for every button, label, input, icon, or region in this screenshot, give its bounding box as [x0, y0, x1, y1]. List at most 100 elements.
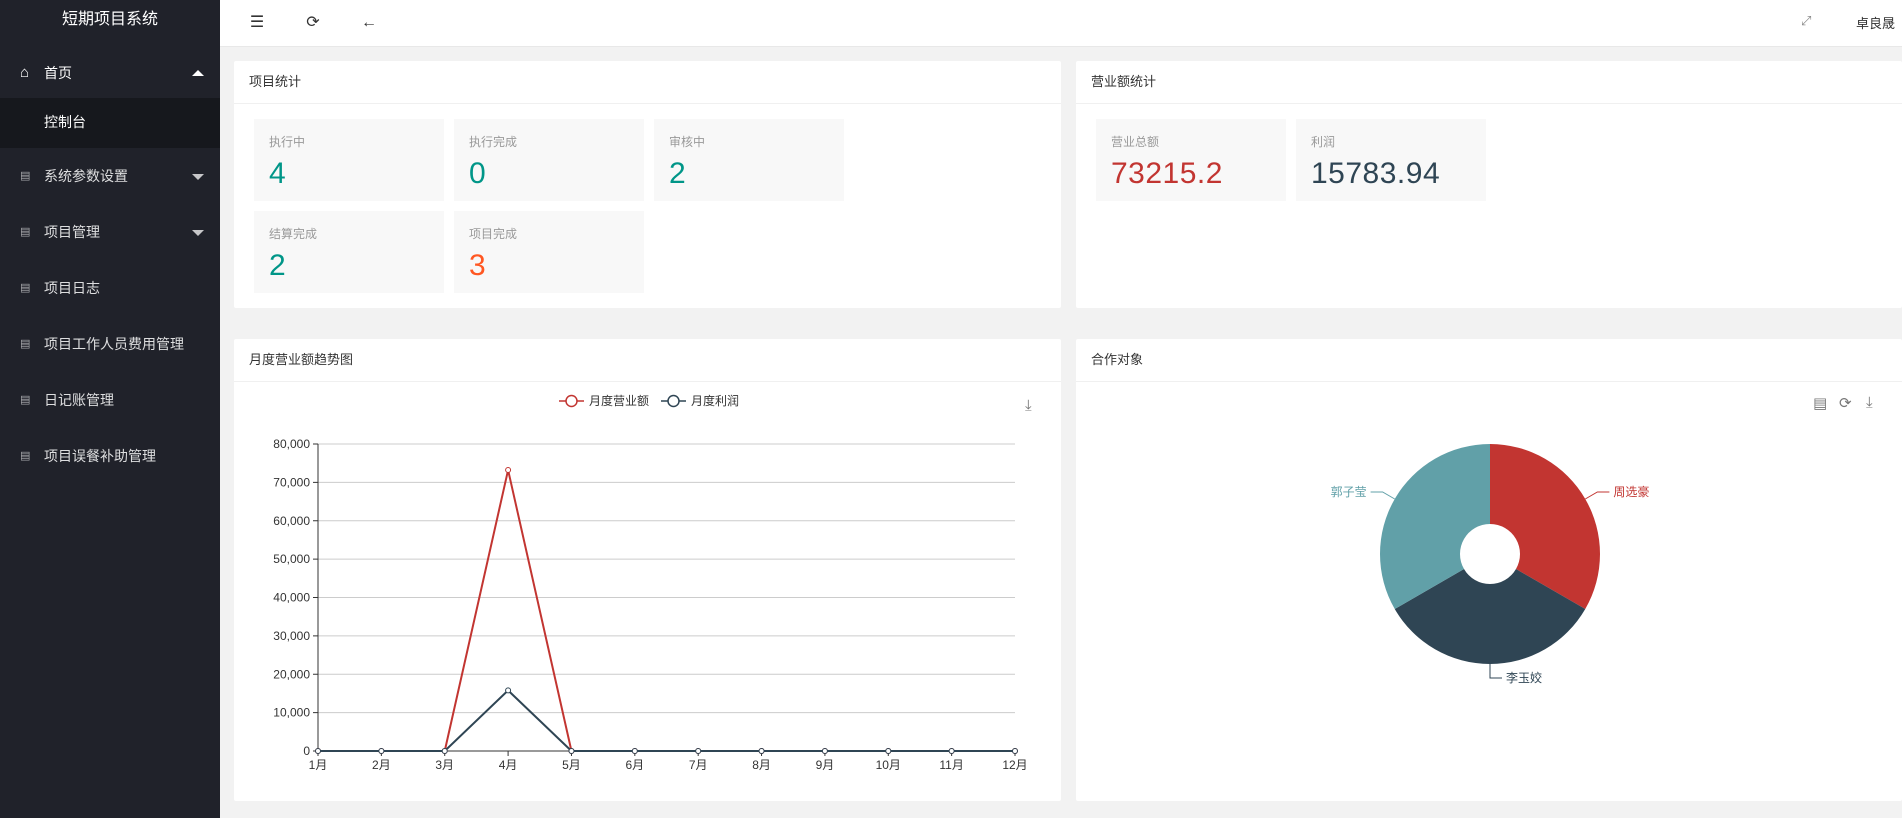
sidebar-item-label: 项目管理: [44, 224, 100, 240]
stat-label: 执行中: [269, 135, 306, 149]
app-title: 短期项目系统: [61, 11, 158, 28]
card-title: 项目统计: [234, 61, 1061, 104]
data-view-icon[interactable]: ▤: [1813, 395, 1828, 412]
x-tick-label: 12月: [1002, 758, 1027, 772]
x-tick-label: 4月: [499, 758, 518, 772]
stat-value: 2: [669, 157, 687, 190]
stat-value: 0: [469, 157, 487, 190]
data-point[interactable]: [885, 748, 892, 754]
sidebar-item-staff-cost[interactable]: ▤ 项目工作人员费用管理: [0, 316, 220, 372]
stat-value: 2: [269, 249, 287, 282]
stat-value: 4: [269, 157, 287, 190]
stat-label: 营业总额: [1111, 135, 1160, 149]
data-point[interactable]: [568, 748, 575, 754]
data-point[interactable]: [821, 748, 828, 754]
sidebar: 短期项目系统 ⌂ 首页 控制台 ▤ 系统参数设置 ▤ 项目管理 ▤ 项目日志 ▤…: [0, 0, 220, 818]
stat-label: 项目完成: [469, 227, 518, 241]
x-tick-label: 3月: [435, 758, 454, 772]
sidebar-item-system-params[interactable]: ▤ 系统参数设置: [0, 148, 220, 204]
x-tick-label: 7月: [689, 758, 708, 772]
top-header: ☰ ⟳ ← ⤢ 卓良晟: [220, 0, 1902, 47]
y-tick-label: 50,000: [273, 552, 310, 566]
stat-label: 利润: [1311, 135, 1336, 149]
stat-executing: 执行中 4: [254, 119, 444, 201]
menu-toggle-icon[interactable]: ☰: [249, 14, 265, 31]
x-tick-label: 10月: [876, 758, 901, 772]
chevron-down-icon: [192, 230, 204, 236]
card-title: 营业额统计: [1076, 61, 1902, 104]
doc-icon: ▤: [20, 394, 31, 406]
data-point[interactable]: [1012, 748, 1018, 754]
stat-executed: 执行完成 0: [454, 119, 644, 201]
doc-icon: ▤: [20, 338, 31, 350]
chevron-up-icon: [192, 70, 204, 76]
restore-icon[interactable]: ⟳: [1839, 395, 1852, 412]
user-name[interactable]: 卓良晟: [1856, 16, 1896, 31]
stat-value: 3: [469, 249, 487, 282]
data-point[interactable]: [505, 687, 512, 694]
legend-entry[interactable]: 月度营业额: [559, 393, 649, 408]
download-icon[interactable]: ⤓: [1866, 394, 1873, 411]
sidebar-item-journal[interactable]: ▤ 日记账管理: [0, 372, 220, 428]
data-point[interactable]: [505, 467, 512, 474]
refresh-icon[interactable]: ⟳: [306, 14, 320, 31]
x-tick-label: 2月: [372, 758, 391, 772]
data-point[interactable]: [631, 748, 638, 754]
fullscreen-icon[interactable]: ⤢: [1801, 13, 1812, 28]
sidebar-item-project-log[interactable]: ▤ 项目日志: [0, 260, 220, 316]
data-point[interactable]: [758, 748, 765, 754]
doc-icon: ▤: [20, 170, 31, 182]
label-leader: [1489, 664, 1502, 679]
y-tick-label: 20,000: [273, 667, 310, 681]
partners-card: 合作对象 周选豪 李玉姣 郭子莹 ▤ ⟳ ⤓: [1076, 339, 1902, 801]
x-tick-label: 6月: [625, 758, 644, 772]
pie-slice[interactable]: [1490, 444, 1600, 609]
data-point[interactable]: [315, 748, 321, 754]
data-point[interactable]: [378, 748, 385, 754]
line-chart: 月度营业额 月度利润 0 10,000 20,000 30,000 40,000 50,00…: [273, 393, 1027, 772]
sidebar-item-console[interactable]: 控制台: [0, 98, 220, 148]
y-tick-label: 80,000: [273, 437, 310, 451]
card-title: 月度营业额趋势图: [234, 339, 1061, 382]
pie-slice[interactable]: [1394, 569, 1586, 664]
stat-value: 15783.94: [1311, 157, 1441, 190]
x-tick-label: 8月: [752, 758, 771, 772]
x-tick-label: 11月: [939, 758, 963, 772]
series-line: [318, 469, 1015, 752]
x-tick-label: 5月: [562, 758, 581, 772]
series-line: [318, 689, 1015, 752]
x-tick-label: 9月: [816, 758, 835, 772]
stat-reviewing: 审核中 2: [654, 119, 844, 201]
back-arrow-icon[interactable]: ←: [361, 14, 377, 31]
sidebar-item-label: 项目日志: [44, 280, 100, 296]
revenue-stats-card: 营业额统计 营业总额 73215.2 利润 15783.94: [1076, 61, 1902, 308]
sidebar-item-label: 项目误餐补助管理: [44, 448, 156, 464]
stat-completed: 项目完成 3: [454, 211, 644, 293]
sidebar-item-label: 系统参数设置: [44, 168, 128, 184]
sidebar-item-home[interactable]: ⌂ 首页: [0, 42, 220, 98]
sidebar-item-label: 控制台: [44, 114, 86, 130]
y-tick-label: 30,000: [273, 629, 310, 643]
stat-label: 结算完成: [269, 227, 318, 241]
legend-label: 月度营业额: [589, 393, 649, 408]
y-tick-label: 40,000: [273, 591, 310, 605]
data-point[interactable]: [695, 748, 702, 754]
stat-profit: 利润 15783.94: [1296, 119, 1486, 201]
stat-label: 审核中: [669, 135, 706, 149]
data-point[interactable]: [948, 748, 955, 754]
stat-settled: 结算完成 2: [254, 211, 444, 293]
slice-label: 郭子莹: [1331, 485, 1367, 499]
chevron-down-icon: [192, 174, 204, 180]
download-icon[interactable]: ⤓: [1025, 397, 1032, 414]
sidebar-item-meal-allowance[interactable]: ▤ 项目误餐补助管理: [0, 428, 220, 484]
pie-slice[interactable]: [1380, 444, 1490, 609]
slice-label: 李玉姣: [1506, 670, 1542, 685]
y-tick-label: 60,000: [273, 514, 310, 528]
y-tick-label: 70,000: [273, 475, 310, 489]
legend-entry[interactable]: 月度利润: [661, 393, 739, 408]
sidebar-item-project-mgmt[interactable]: ▤ 项目管理: [0, 204, 220, 260]
legend-label: 月度利润: [691, 393, 739, 408]
data-point[interactable]: [441, 748, 448, 754]
card-title: 合作对象: [1076, 339, 1902, 382]
stat-total-revenue: 营业总额 73215.2: [1096, 119, 1286, 201]
